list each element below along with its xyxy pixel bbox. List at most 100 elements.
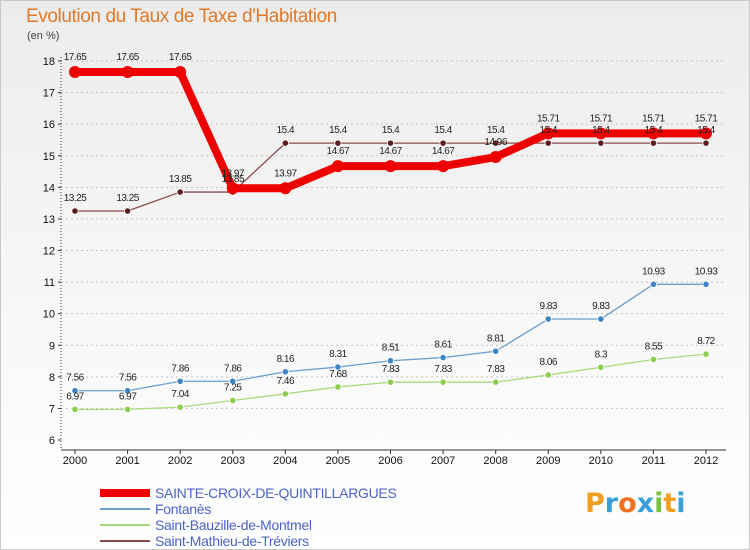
data-label: 15.4 [540,125,558,136]
data-point [281,139,289,147]
data-label: 7.56 [66,373,84,384]
data-labels: 17.65 17.65 17.65 13.97 13.97 14.67 14.67 14.67… [64,52,719,402]
data-label: 7.25 [224,383,242,394]
data-label: 8.06 [540,357,558,368]
data-point [229,396,237,405]
data-point [71,405,79,413]
data-point [492,139,500,147]
logo-letter: o [618,488,637,519]
x-tick-label: 2000 [63,455,87,467]
data-point [702,280,710,288]
data-point [176,377,184,385]
data-label: 7.86 [171,363,189,374]
data-label: 15.71 [537,113,560,124]
data-point [439,353,447,362]
data-point [647,127,660,140]
y-tick-label: 13 [43,214,55,226]
data-point [123,387,132,395]
data-point [69,66,81,79]
data-label: 13.97 [221,168,244,179]
data-point [123,405,132,413]
y-tick-label: 15 [43,151,55,163]
data-label: 8.51 [382,343,400,354]
data-label: 9.83 [592,301,610,312]
data-label: 13.85 [169,174,192,185]
data-point [544,139,552,147]
unit-label: (en %) [27,30,60,42]
data-label: 14.96 [484,137,507,148]
x-tick-label: 2008 [483,455,507,467]
data-label: 13.25 [64,193,87,204]
data-point [281,368,289,376]
x-tick-label: 2006 [378,455,402,467]
data-label: 8.72 [697,336,715,347]
data-label: 10.93 [642,266,665,277]
data-label: 8.61 [434,340,452,351]
data-point [331,160,344,173]
y-tick-label: 6 [49,435,55,447]
data-label: 8.16 [277,354,295,365]
data-label: 17.65 [116,52,139,63]
chart-title: Evolution du Taux de Taxe d'Habitation [26,6,337,27]
data-label: 7.68 [329,369,347,380]
data-label: 14.67 [379,146,402,157]
data-label: 7.46 [277,376,295,387]
data-label: 15.4 [487,125,505,136]
x-axis-ticks: 2000 2001 2002 2003 2004 2005 2006 2007 2008 2009… [63,450,718,467]
legend-label: Saint-Mathieu-de-Tréviers [155,533,309,549]
data-label: 17.65 [64,52,87,63]
x-tick-label: 2012 [694,455,718,467]
x-tick-label: 2003 [221,455,245,467]
data-point [334,383,342,391]
data-label: 14.67 [327,146,350,157]
y-tick-label: 7 [49,403,55,415]
logo-letter: i [654,488,664,519]
data-label: 7.86 [224,363,242,374]
data-label: 17.65 [169,52,192,63]
data-point [176,403,184,411]
logo-letter: t [663,488,677,519]
data-point [649,139,658,147]
data-label: 15.4 [697,125,715,136]
legend: SAINTE-CROIX-DE-QUINTILLARGUESFontanèsSa… [100,485,397,549]
data-label: 7.83 [487,364,505,375]
x-tick-label: 2010 [589,455,613,467]
logo-letter: r [604,488,619,519]
y-tick-label: 17 [43,88,55,100]
x-tick-label: 2002 [168,455,192,467]
data-label: 15.71 [695,113,718,124]
data-point [594,127,607,140]
data-label: 7.56 [119,373,137,384]
y-tick-label: 16 [43,119,55,131]
data-point [384,160,397,173]
x-tick-label: 2001 [115,455,139,467]
legend-label: Saint-Bauzille-de-Montmel [155,517,312,533]
x-tick-label: 2009 [536,455,560,467]
data-label: 15.4 [329,125,347,136]
data-label: 7.83 [382,364,400,375]
data-point [544,315,552,323]
x-tick-label: 2007 [431,455,455,467]
data-label: 13.97 [274,168,297,179]
data-point [334,139,342,147]
data-label: 8.55 [645,341,663,352]
y-tick-label: 9 [49,340,55,352]
x-tick-label: 2004 [273,455,297,467]
x-tick-label: 2005 [326,455,350,467]
data-label: 15.4 [434,125,452,136]
data-label: 15.4 [592,125,610,136]
data-label: 13.85 [221,174,244,185]
y-tick-label: 12 [43,246,55,258]
data-point [229,377,237,385]
y-tick-label: 11 [44,277,55,289]
data-point [489,151,502,164]
data-point [386,357,395,365]
data-label: 8.31 [329,349,347,360]
data-label: 8.3 [595,349,608,360]
data-point [386,139,395,147]
logo-letter: P [585,488,605,519]
data-label: 14.67 [432,146,455,157]
y-tick-label: 8 [49,372,55,384]
data-point [649,280,658,288]
axes [60,57,726,451]
